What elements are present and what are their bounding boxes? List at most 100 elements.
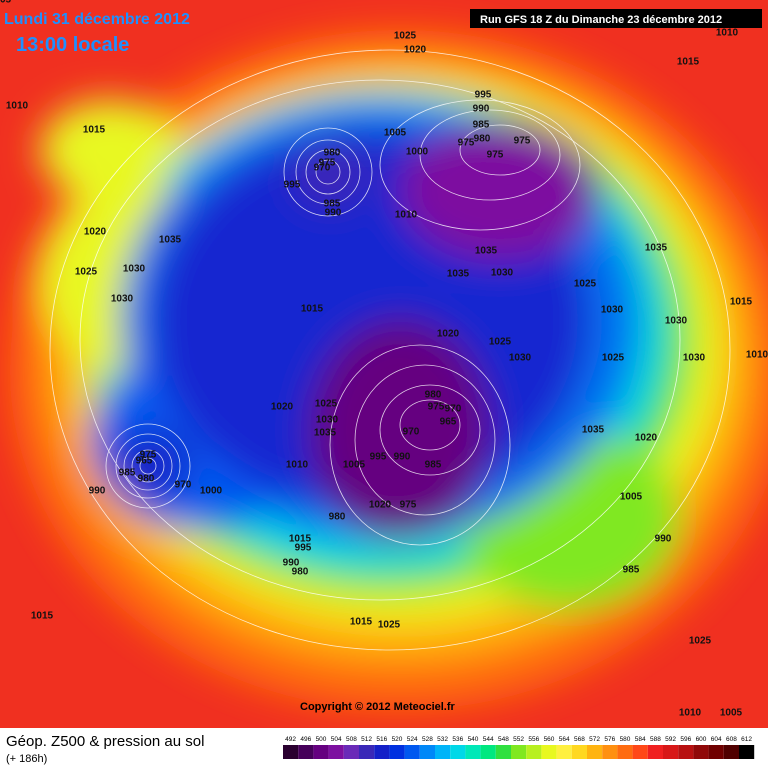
isobar-label: 1020 — [404, 45, 427, 56]
isobar-label: 995 — [284, 180, 301, 191]
run: Run GFS 18 Z du Dimanche 23 décembre 201… — [480, 14, 722, 26]
isobar-label: 1030 — [665, 316, 688, 327]
isobar-label: 1025 — [394, 31, 417, 42]
scale-label: 596 — [680, 736, 691, 743]
isobar-label: 1025 — [75, 267, 98, 278]
scale-label: 612 — [741, 736, 752, 743]
isobar-label: 995 — [370, 452, 387, 463]
scale-swatch — [541, 745, 557, 759]
scale-swatch — [526, 745, 542, 759]
scale-label: 492 — [285, 736, 296, 743]
isobar-label: 1015 — [301, 304, 324, 315]
scale-label: 592 — [665, 736, 676, 743]
isobar-label: 1025 — [315, 399, 338, 410]
isobar-label: 985 — [425, 460, 442, 471]
scale-label: 544 — [483, 736, 494, 743]
scale-label: 508 — [346, 736, 357, 743]
isobar-label: 1000 — [200, 486, 223, 497]
scale-swatch — [511, 745, 527, 759]
scale-swatch — [571, 745, 587, 759]
scale-swatch — [617, 745, 633, 759]
isobar-label: 1010 — [6, 101, 29, 112]
isobar-label: 980 — [425, 390, 442, 401]
scale-label: 548 — [498, 736, 509, 743]
scale-swatch — [632, 745, 648, 759]
isobar-label: 990 — [473, 104, 490, 115]
isobar-label: 1030 — [491, 268, 514, 279]
time: 13:00 locale — [16, 34, 129, 56]
isobar-label: 990 — [655, 534, 672, 545]
isobar-label: 990 — [283, 558, 300, 569]
footer-title: Géop. Z500 & pression au sol — [6, 733, 204, 750]
scale-swatch — [587, 745, 603, 759]
scale-swatch — [313, 745, 329, 759]
run-box — [470, 9, 762, 28]
isobar-label: 1035 — [582, 425, 605, 436]
isobar-label: 975 — [458, 138, 475, 149]
scale-label: 524 — [407, 736, 418, 743]
scale-label: 540 — [468, 736, 479, 743]
isobar-label: 1030 — [509, 353, 532, 364]
isobar-label: 1020 — [369, 500, 392, 511]
isobar-label: 1010 — [746, 350, 768, 361]
isobar-label: 1005 — [620, 492, 643, 503]
date: Lundi 31 décembre 2012 — [4, 11, 190, 28]
scale-swatch — [283, 745, 299, 759]
isobar-label: 975 — [319, 158, 336, 169]
isobar-label: 1005 — [343, 460, 366, 471]
isobar-label: 995 — [295, 543, 312, 554]
isobar-label: 975 — [487, 150, 504, 161]
scale-swatch — [389, 745, 405, 759]
scale-swatch — [708, 745, 724, 759]
isobar-label: 975 — [400, 500, 417, 511]
isobar-label: 980 — [329, 512, 346, 523]
scale-label: 608 — [726, 736, 737, 743]
scale-swatch — [450, 745, 466, 759]
isobar-label: 990 — [89, 486, 106, 497]
isobar-label: 1005 — [384, 128, 407, 139]
scale-swatch — [419, 745, 435, 759]
isobar-label: 1035 — [447, 269, 470, 280]
scale-label: 556 — [528, 736, 539, 743]
isobar-label: 1020 — [271, 402, 294, 413]
isobar-label: 1025 — [574, 279, 597, 290]
isobar-label: 980 — [138, 474, 155, 485]
scale-swatch — [404, 745, 420, 759]
isobar-label: 970 — [403, 427, 420, 438]
scale-label: 568 — [574, 736, 585, 743]
scale-swatch — [480, 745, 496, 759]
scale-swatch — [739, 745, 755, 759]
isobar-label: 1025 — [602, 353, 625, 364]
scale-label: 588 — [650, 736, 661, 743]
isobar-label: 975 — [140, 450, 157, 461]
isobar-label: 1035 — [475, 246, 498, 257]
lead-time: (+ 186h) — [6, 753, 47, 765]
isobar-label: 1015 — [83, 125, 106, 136]
scale-label: 512 — [361, 736, 372, 743]
isobar-label: 1015 — [289, 534, 312, 545]
scale-label: 520 — [392, 736, 403, 743]
isobar-label: 1030 — [683, 353, 706, 364]
isobar-label: 1005 — [720, 708, 743, 719]
isobar-label: 1030 — [601, 305, 624, 316]
isobar-label: 1030 — [111, 294, 134, 305]
isobar-label: 975 — [428, 402, 445, 413]
scale-swatch — [374, 745, 390, 759]
scale-label: 532 — [437, 736, 448, 743]
isobar-label: 970 — [314, 163, 331, 174]
scale-label: 560 — [544, 736, 555, 743]
isobar-label: 1010 — [286, 460, 309, 471]
isobar-label: 975 — [514, 136, 531, 147]
scale-label: 564 — [559, 736, 570, 743]
scale-swatch — [556, 745, 572, 759]
scale-swatch — [602, 745, 618, 759]
scale-swatch — [465, 745, 481, 759]
isobar-label: 980 — [324, 148, 341, 159]
color-scale: 492 496 500 504 508 512 516 520 524 528 532 536 540 5… — [283, 736, 755, 759]
isobar-label: 1025 — [489, 337, 512, 348]
scale-swatch — [359, 745, 375, 759]
isobar-label: 1025 — [378, 620, 401, 631]
isobar-labels: 1025102010101015101010159959909851005980… — [0, 0, 768, 719]
scale-label: 500 — [316, 736, 327, 743]
